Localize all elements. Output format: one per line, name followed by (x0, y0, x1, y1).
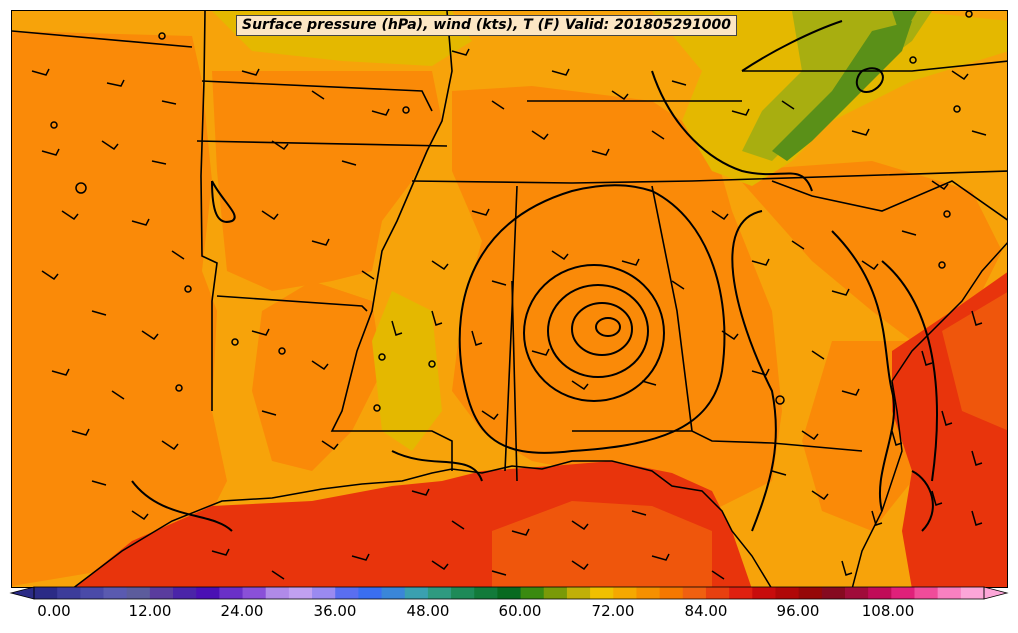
colorbar-segment (404, 587, 429, 599)
colorbar-segment (126, 587, 151, 599)
colorbar-tick-label: 48.00 (406, 602, 450, 620)
colorbar-outline (33, 586, 985, 600)
colorbar-tick-label: 96.00 (776, 602, 820, 620)
colorbar-segment (34, 587, 58, 599)
colorbar-segment (960, 587, 985, 599)
colorbar-segment (173, 587, 197, 599)
colorbar-segment (821, 587, 846, 599)
colorbar-segments (34, 587, 985, 599)
colorbar-segment (752, 587, 776, 599)
colorbar-segment (451, 587, 475, 599)
colorbar-ticks: 0.00 12.00 24.00 36.00 48.00 60.00 72.00… (0, 602, 1018, 624)
colorbar-segment (219, 587, 244, 599)
colorbar-tick-label: 12.00 (128, 602, 172, 620)
colorbar-segment (659, 587, 684, 599)
colorbar-segment (381, 587, 406, 599)
colorbar-segment (705, 587, 730, 599)
colorbar-tick-label: 84.00 (684, 602, 728, 620)
coastline (73, 242, 1007, 587)
colorbar-segment (891, 587, 915, 599)
colorbar-segment (474, 587, 498, 599)
colorbar-segment (427, 587, 452, 599)
colorbar-segment (729, 587, 753, 599)
colorbar-segment (937, 587, 962, 599)
colorbar-left-arrow (9, 586, 35, 600)
field-colder (772, 11, 917, 161)
wind-barbs (31, 48, 987, 580)
colorbar-segment (312, 587, 336, 599)
colorbar-tick-label: 108.00 (861, 602, 915, 620)
colorbar-tick-label: 72.00 (591, 602, 635, 620)
colorbar-segment (543, 587, 568, 599)
colorbar-tick-label: 0.00 (37, 602, 71, 620)
colorbar-segment (358, 587, 383, 599)
state-boundaries (12, 11, 1007, 482)
colorbar (9, 586, 1009, 600)
map-title: Surface pressure (hPa), wind (kts), T (F… (236, 15, 738, 36)
colorbar-segment (636, 587, 661, 599)
colorbar-right-arrow (983, 586, 1009, 600)
colorbar-segment (566, 587, 591, 599)
colorbar-segment (103, 587, 128, 599)
isobars (131, 20, 938, 532)
colorbar-segment (335, 587, 359, 599)
colorbar-tick-label: 60.00 (498, 602, 542, 620)
colorbar-segment (613, 587, 637, 599)
map-panel (11, 10, 1008, 588)
colorbar-segment (868, 587, 892, 599)
map-svg (12, 11, 1007, 587)
colorbar-segment (497, 587, 522, 599)
colorbar-segment (914, 587, 939, 599)
colorbar-segment (590, 587, 614, 599)
colorbar-segment (242, 587, 267, 599)
colorbar-segment (520, 587, 545, 599)
colorbar-segment (265, 587, 290, 599)
colorbar-segment (775, 587, 800, 599)
colorbar-segment (149, 587, 174, 599)
field-warm (12, 31, 1002, 586)
field-hot-interior (492, 292, 1007, 587)
colorbar-tick-label: 24.00 (220, 602, 264, 620)
colorbar-segment (798, 587, 823, 599)
colorbar-segment (80, 587, 105, 599)
calm-markers (50, 11, 973, 412)
colorbar-segment (682, 587, 707, 599)
colorbar-tick-label: 36.00 (313, 602, 357, 620)
colorbar-segment (196, 587, 220, 599)
colorbar-segment (288, 587, 313, 599)
colorbar-segment (57, 587, 81, 599)
colorbar-segment (844, 587, 869, 599)
